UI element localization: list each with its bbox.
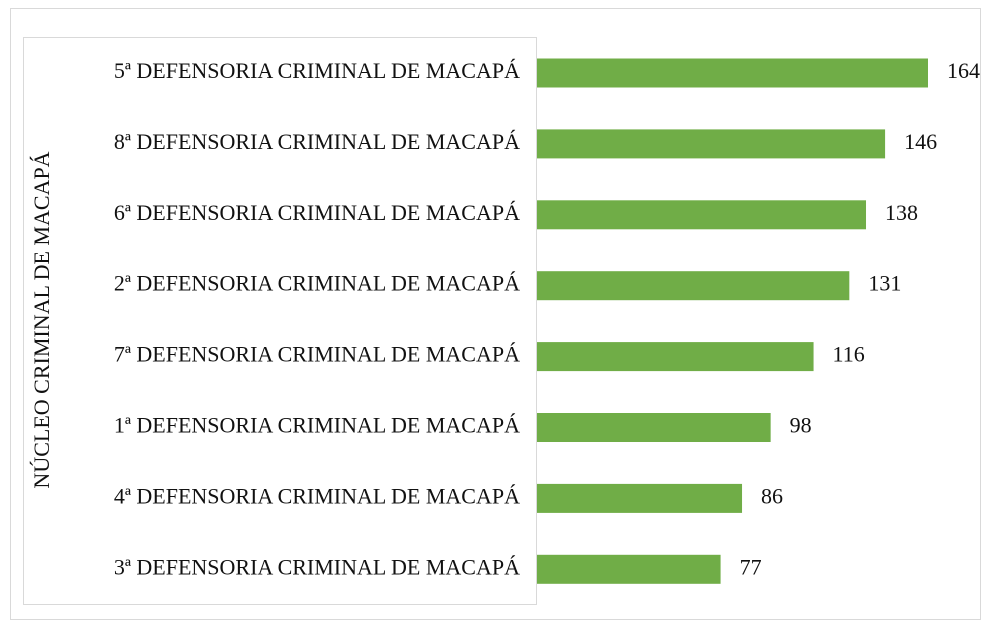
value-label: 146 xyxy=(904,129,937,154)
value-label: 86 xyxy=(761,483,783,508)
category-label: 3ª DEFENSORIA CRIMINAL DE MACAPÁ xyxy=(114,554,520,579)
category-label: 8ª DEFENSORIA CRIMINAL DE MACAPÁ xyxy=(114,129,520,154)
bar xyxy=(537,413,771,442)
axis-label: NÚCLEO CRIMINAL DE MACAPÁ xyxy=(29,151,54,488)
category-label: 1ª DEFENSORIA CRIMINAL DE MACAPÁ xyxy=(114,413,520,438)
chart-border xyxy=(10,8,981,620)
category-label: 5ª DEFENSORIA CRIMINAL DE MACAPÁ xyxy=(114,58,520,83)
value-label: 131 xyxy=(868,271,901,296)
category-label: 7ª DEFENSORIA CRIMINAL DE MACAPÁ xyxy=(114,342,520,367)
category-label: 6ª DEFENSORIA CRIMINAL DE MACAPÁ xyxy=(114,200,520,225)
bar xyxy=(537,483,743,513)
bar xyxy=(537,129,886,159)
bar xyxy=(537,554,721,584)
value-label: 77 xyxy=(740,554,762,579)
bar xyxy=(537,342,814,372)
category-box xyxy=(23,37,537,605)
bar xyxy=(537,271,850,301)
value-label: 138 xyxy=(885,200,918,225)
category-label: 2ª DEFENSORIA CRIMINAL DE MACAPÁ xyxy=(114,271,520,296)
category-label: 4ª DEFENSORIA CRIMINAL DE MACAPÁ xyxy=(114,483,520,508)
value-label: 116 xyxy=(833,342,865,367)
bar xyxy=(537,58,928,88)
value-label: 98 xyxy=(790,413,812,438)
bar xyxy=(537,200,867,230)
value-label: 164 xyxy=(947,58,980,83)
